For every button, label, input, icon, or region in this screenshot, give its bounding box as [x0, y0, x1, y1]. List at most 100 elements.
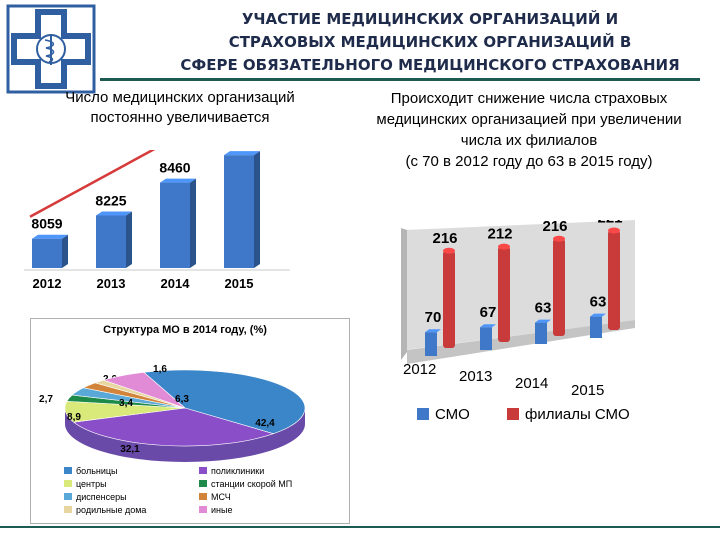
- slice-value-label: 1,6: [153, 364, 167, 375]
- data-label: 216: [432, 230, 457, 247]
- data-label: 8059: [31, 216, 62, 232]
- left-caption-line-1: Число медицинских организаций: [65, 89, 295, 106]
- bar-smo-2012: [425, 332, 437, 356]
- pie-slice-8: [102, 371, 186, 409]
- legend-label: диспенсеры: [76, 492, 127, 502]
- bar-mo-2013: [96, 215, 126, 268]
- title-line-1: УЧАСТИЕ МЕДИЦИНСКИХ ОРГАНИЗАЦИЙ И: [241, 10, 619, 28]
- legend-swatch: [507, 408, 519, 420]
- pie-slice-1: [143, 369, 306, 435]
- bar-smo-2013: [480, 327, 492, 350]
- chart-side-wall: [401, 228, 407, 360]
- legend-swatch: [64, 467, 72, 474]
- left-caption: Число медицинских организаций постоянно …: [30, 88, 330, 128]
- smo-branches-bar-chart: 216 70 2012 212 67 2013 216 63 2014 221 63 2015 СМО ф…: [401, 220, 635, 423]
- title-line-2: СТРАХОВЫХ МЕДИЦИНСКИХ ОРГАНИЗАЦИЙ В: [228, 33, 632, 51]
- bar-top: [96, 211, 132, 216]
- legend-swatch: [64, 493, 72, 500]
- data-label: 8225: [95, 193, 126, 209]
- right-caption: Происходит снижение числа страховых меди…: [345, 88, 713, 172]
- pie-title: Структура МО в 2014 году, (%): [103, 324, 267, 336]
- data-label: 63: [590, 294, 607, 311]
- legend-label: больницы: [76, 466, 118, 476]
- bar-mo-2014: [160, 182, 190, 268]
- bar-top: [535, 319, 551, 323]
- bar-mo-2012: [32, 238, 62, 268]
- legend-swatch: [199, 480, 207, 487]
- data-label: 212: [487, 226, 512, 243]
- data-label: 216: [542, 220, 567, 235]
- trend-arrow: [29, 150, 156, 218]
- right-caption-line-4: (с 70 в 2012 году до 63 в 2015 году): [405, 153, 653, 170]
- chart-back-wall: [405, 220, 635, 350]
- bar-top: [590, 313, 606, 317]
- bar-top: [443, 247, 455, 254]
- legend-label: СМО: [435, 406, 470, 423]
- bar-top: [608, 227, 620, 234]
- legend-swatch: [199, 467, 207, 474]
- x-tick-label: 2014: [515, 375, 548, 392]
- slice-value-label: 8,9: [67, 412, 81, 423]
- legend-label: станции скорой МП: [211, 479, 292, 489]
- title-divider: [100, 78, 700, 81]
- x-tick-label: 2015: [225, 276, 254, 291]
- bar-top: [224, 151, 260, 156]
- title-line-3: СФЕРЕ ОБЯЗАТЕЛЬНОГО МЕДИЦИНСКОГО СТРАХОВ…: [180, 56, 680, 74]
- slice-value-label: 2,7: [39, 394, 53, 405]
- data-label: 8460: [159, 160, 190, 176]
- legend-label: поликлиники: [211, 466, 264, 476]
- right-caption-line-2: медицинских организацией при увеличении: [376, 111, 682, 128]
- slice-value-label: 3,4: [119, 398, 133, 409]
- bar-top: [32, 234, 68, 239]
- legend-label: филиалы СМО: [525, 406, 630, 423]
- legend-swatch: [199, 506, 207, 513]
- legend-swatch: [417, 408, 429, 420]
- slice-value-label: 6,3: [175, 394, 189, 405]
- legend-swatch: [64, 480, 72, 487]
- bar-branches-2013: [498, 246, 510, 342]
- bar-side: [254, 151, 260, 268]
- bar-branches-2014: [553, 238, 565, 336]
- legend-label: родильные дома: [76, 505, 146, 515]
- bar-top: [498, 243, 510, 250]
- bar-top: [553, 235, 565, 242]
- bar-side: [190, 178, 196, 268]
- data-label: 63: [535, 300, 552, 317]
- x-tick-label: 2013: [97, 276, 126, 291]
- legend-label: иные: [211, 505, 232, 515]
- x-tick-label: 2013: [459, 368, 492, 385]
- pie-depth: [65, 408, 305, 462]
- legend-label: МСЧ: [211, 492, 231, 502]
- data-label: 221: [597, 220, 622, 227]
- bottom-divider: [0, 526, 720, 528]
- bar-top: [160, 178, 196, 183]
- bar-side: [126, 211, 132, 268]
- bar-top: [480, 324, 496, 328]
- legend-label: центры: [76, 479, 107, 489]
- right-caption-line-3: числа их филиалов: [460, 132, 598, 149]
- bar-top: [425, 329, 441, 333]
- x-tick-label: 2015: [571, 382, 604, 399]
- data-label: 67: [480, 304, 497, 321]
- chart-floor: [407, 320, 635, 364]
- x-tick-label: 2012: [403, 361, 436, 378]
- slice-value-label: 32,1: [120, 444, 140, 455]
- page-title: УЧАСТИЕ МЕДИЦИНСКИХ ОРГАНИЗАЦИЙ И СТРАХО…: [150, 8, 710, 77]
- bar-branches-2012: [443, 250, 455, 348]
- left-caption-line-2: постоянно увеличивается: [90, 109, 270, 126]
- legend-swatch: [199, 493, 207, 500]
- logo: [6, 4, 96, 94]
- x-tick-label: 2012: [33, 276, 62, 291]
- legend-swatch: [64, 506, 72, 513]
- x-tick-label: 2014: [161, 276, 191, 291]
- bar-mo-2015: [224, 155, 254, 268]
- right-caption-line-1: Происходит снижение числа страховых: [390, 90, 668, 107]
- data-label: 70: [425, 309, 442, 326]
- bar-smo-2014: [535, 322, 547, 344]
- mo-count-bar-chart: 80592012822520138460201486562015: [24, 150, 290, 291]
- bar-branches-2015: [608, 230, 620, 330]
- pie-slice-2: [72, 407, 275, 447]
- mo-structure-pie-chart: Структура МО в 2014 году, (%) 42,4 32,1 8,9…: [30, 318, 350, 524]
- slice-value-label: 42,4: [255, 418, 275, 429]
- bar-smo-2015: [590, 316, 602, 338]
